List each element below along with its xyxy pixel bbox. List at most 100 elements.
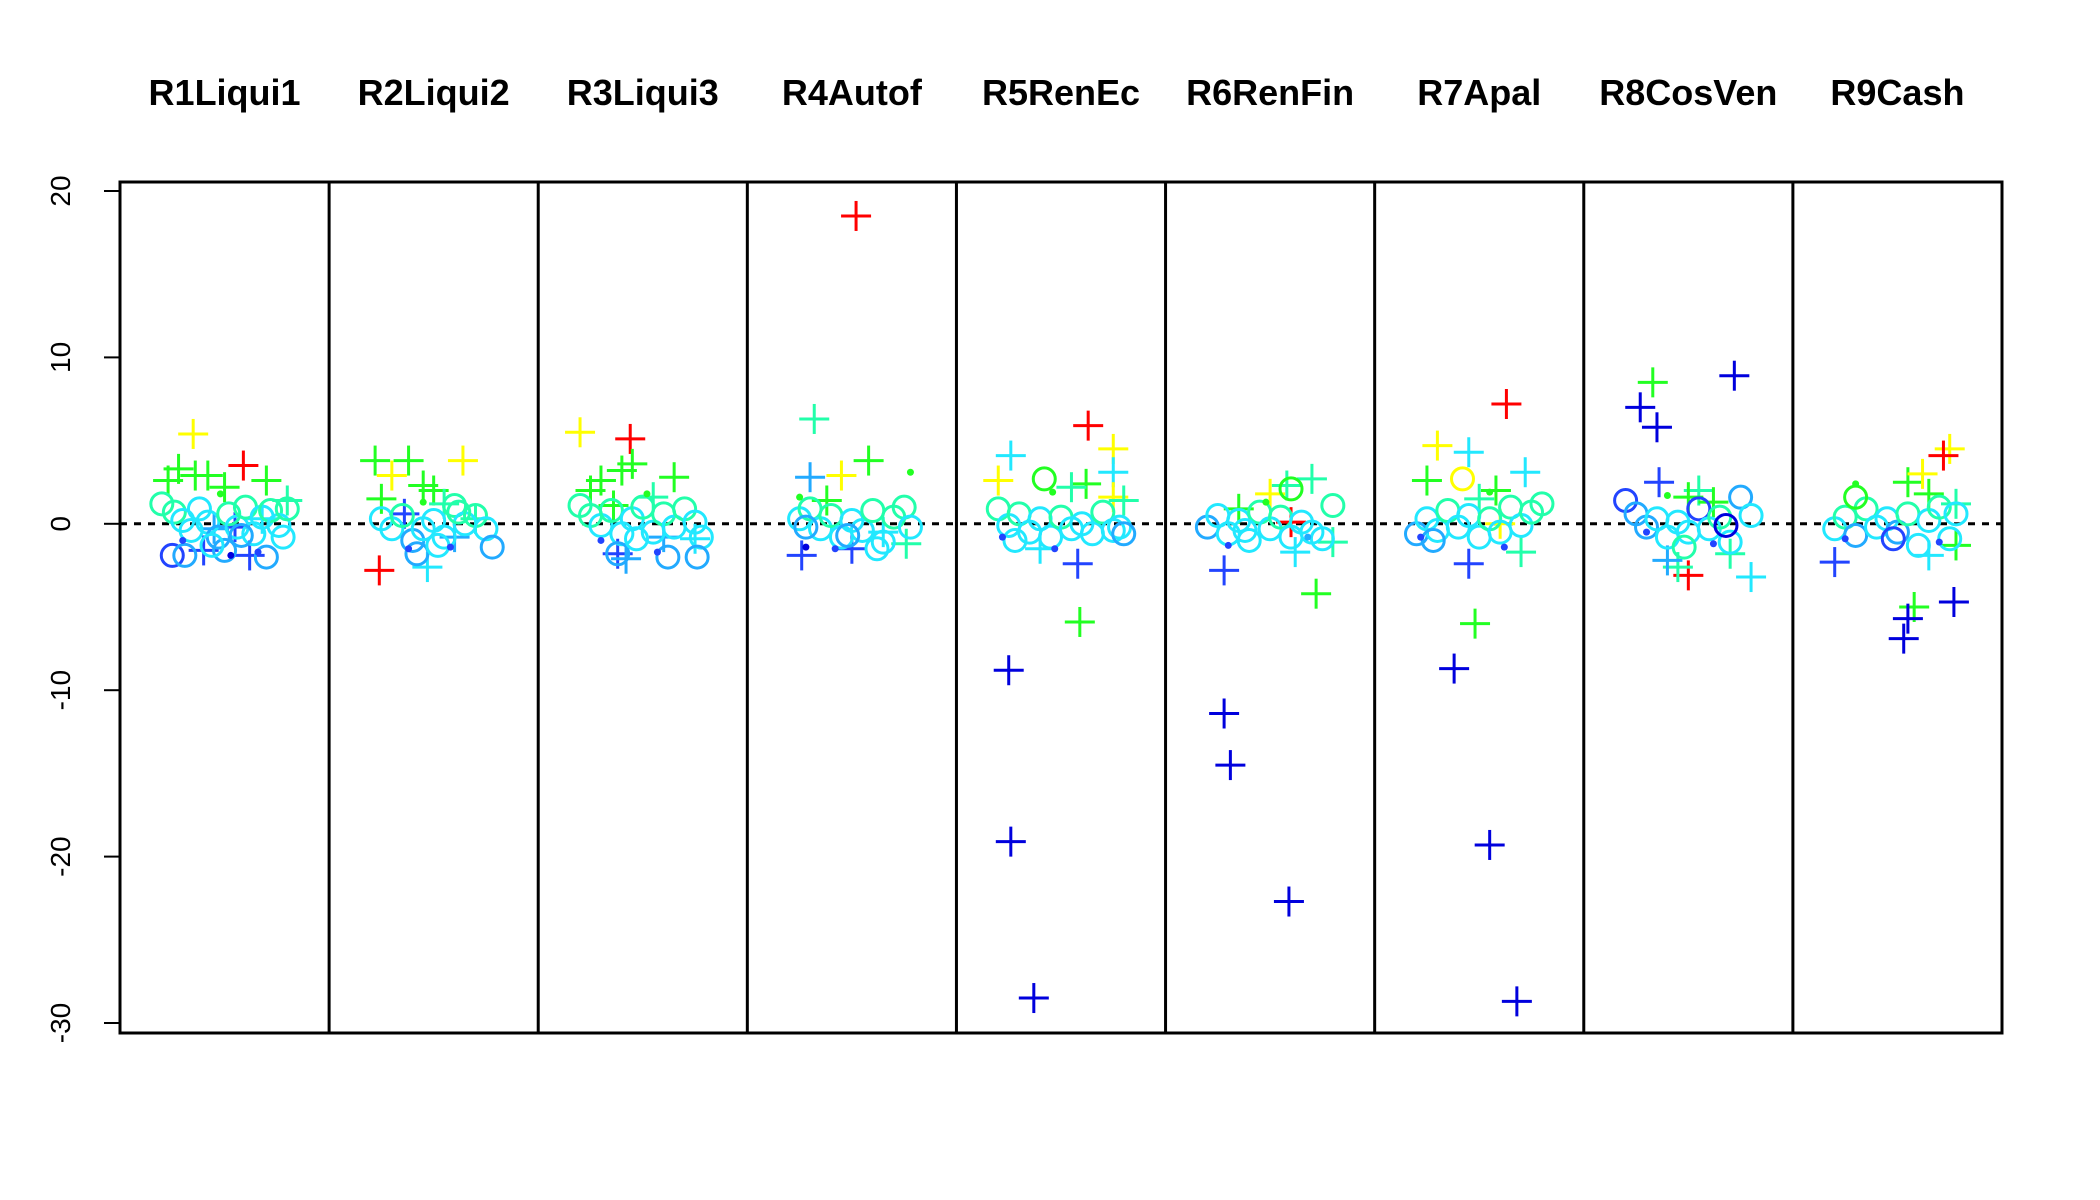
dot-marker — [1841, 535, 1849, 543]
plus-marker — [153, 465, 184, 496]
plus-marker — [565, 417, 596, 448]
plus-marker — [1719, 360, 1750, 391]
circle-marker — [404, 541, 430, 567]
circle-marker — [849, 517, 875, 543]
plus-marker — [364, 555, 395, 586]
y-tick-label: 0 — [45, 516, 76, 532]
circle-marker — [1038, 524, 1064, 550]
plus-marker — [853, 445, 884, 476]
plus-marker — [995, 440, 1026, 471]
panel-label: R7Apal — [1417, 72, 1541, 113]
plus-marker — [826, 460, 857, 491]
plus-marker — [1108, 485, 1139, 516]
plus-marker — [1892, 467, 1923, 498]
plus-marker — [1453, 437, 1484, 468]
panel-label: R8CosVen — [1599, 72, 1777, 113]
circle-marker — [864, 536, 890, 562]
circle-marker — [161, 499, 187, 525]
plus-marker — [1934, 433, 1965, 464]
circle-marker — [1717, 529, 1743, 555]
panel-label: R6RenFin — [1186, 72, 1354, 113]
dot-marker — [1262, 498, 1270, 506]
circle-marker — [1843, 522, 1869, 548]
dot-marker — [446, 543, 454, 551]
circle-marker — [159, 542, 185, 568]
plus-marker — [1899, 592, 1930, 622]
plus-marker — [995, 826, 1026, 857]
plus-marker — [1736, 562, 1767, 593]
circle-marker — [1926, 494, 1952, 520]
dot-marker — [643, 490, 651, 498]
plus-marker — [659, 462, 690, 493]
dot-marker — [1935, 538, 1943, 546]
circle-marker — [253, 544, 279, 570]
circle-marker — [216, 501, 242, 527]
dot-marker — [1643, 528, 1651, 536]
y-tick-label: -10 — [45, 670, 76, 710]
plus-marker — [228, 450, 259, 481]
y-tick-label: -30 — [45, 1003, 76, 1043]
circle-marker — [228, 522, 254, 548]
plus-marker — [1209, 698, 1240, 729]
y-axis: 20 10 0 -10 -20 -30 — [45, 175, 121, 1043]
dot-marker — [216, 490, 224, 498]
circle-marker — [1654, 524, 1680, 550]
plus-marker — [1064, 606, 1095, 637]
dot-marker — [1224, 541, 1232, 549]
plus-marker — [786, 540, 817, 571]
circle-marker — [172, 542, 198, 568]
plus-marker — [1510, 457, 1541, 488]
plus-marker — [1453, 548, 1484, 579]
circle-marker — [1232, 517, 1258, 543]
circle-marker — [1090, 499, 1116, 525]
circle-marker — [186, 496, 212, 522]
plus-marker — [1625, 392, 1656, 423]
plus-marker — [1888, 623, 1919, 654]
plus-marker — [1296, 463, 1327, 494]
plus-marker — [983, 465, 1014, 496]
plus-marker — [1506, 537, 1537, 568]
dot-marker — [1709, 540, 1717, 548]
circle-marker — [389, 502, 415, 528]
dot-marker — [831, 545, 839, 553]
dot-marker — [802, 543, 810, 551]
panel-labels: R1Liqui1 R2Liqui2 R3Liqui3 R4Autof R5RenEc R6… — [149, 72, 1965, 113]
panel-label: R9Cash — [1830, 72, 1964, 113]
plus-marker — [360, 445, 391, 476]
circle-marker — [655, 544, 681, 570]
plus-marker — [1480, 475, 1511, 506]
circle-marker — [212, 537, 238, 563]
y-tick-label: 10 — [45, 342, 76, 373]
plus-marker — [447, 445, 478, 476]
circle-marker — [682, 509, 708, 535]
dot-marker — [796, 493, 804, 501]
dot-marker — [1486, 488, 1494, 496]
circle-marker — [860, 497, 886, 523]
circle-marker — [270, 524, 296, 550]
plot-frame — [118, 180, 2004, 1035]
circle-marker — [446, 499, 472, 525]
circle-marker — [1320, 492, 1346, 518]
plus-marker — [1698, 487, 1729, 518]
plus-marker — [606, 455, 637, 486]
circle-marker — [1905, 532, 1931, 558]
circle-marker — [1895, 501, 1921, 527]
circle-marker — [1309, 526, 1335, 552]
plus-marker — [1411, 465, 1442, 496]
plus-marker — [1209, 555, 1240, 586]
plot-border — [118, 180, 2004, 1035]
plus-marker — [1637, 367, 1668, 398]
circle-marker — [1738, 502, 1764, 528]
circle-marker — [684, 544, 710, 570]
dot-marker — [653, 548, 661, 556]
plus-marker — [1062, 548, 1093, 579]
circle-marker — [479, 534, 505, 560]
circle-marker — [1686, 496, 1712, 522]
circle-marker — [1671, 534, 1697, 560]
plus-marker — [178, 418, 209, 449]
plus-marker — [615, 423, 646, 454]
plus-marker — [1071, 468, 1102, 499]
plus-marker — [1928, 440, 1959, 471]
dot-marker — [906, 468, 914, 476]
y-tick-label: -20 — [45, 836, 76, 876]
